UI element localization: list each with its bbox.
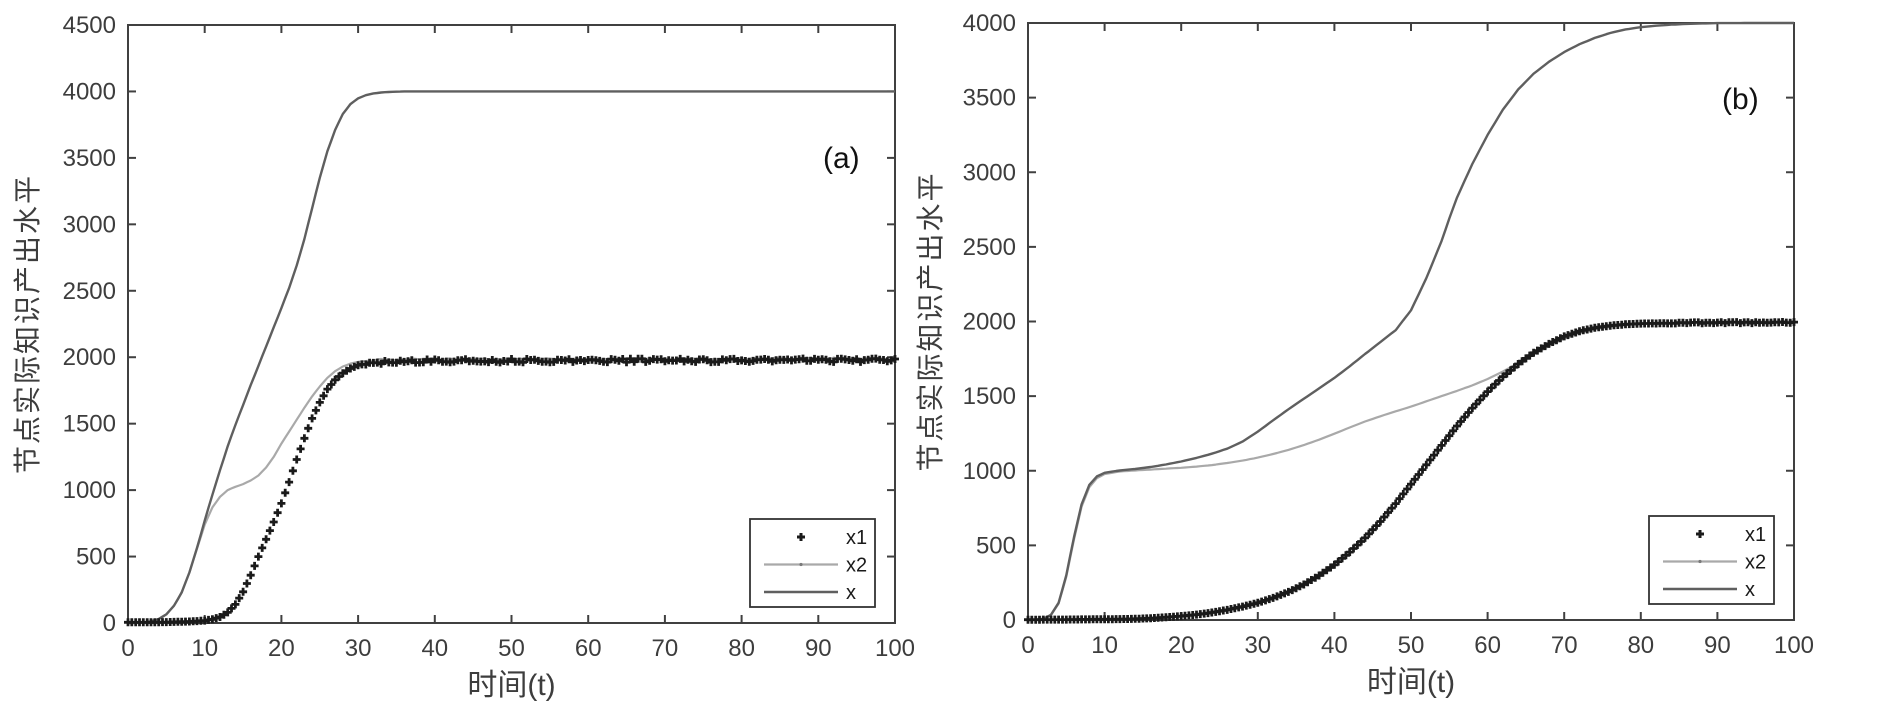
- x-tick-label: 100: [1774, 632, 1814, 659]
- y-tick-label: 500: [76, 544, 116, 571]
- plus-marker-path: [124, 354, 899, 627]
- legend-entry-label: x2: [846, 555, 867, 577]
- y-tick-label: 0: [103, 610, 116, 637]
- y-tick-label: 2500: [963, 234, 1016, 261]
- legend-plus-marker-sample: [797, 533, 805, 541]
- series-x1-markers: [124, 354, 899, 627]
- y-tick-label: 4000: [63, 78, 116, 105]
- legend-entry-label: x1: [846, 527, 867, 549]
- x-tick-label: 10: [191, 635, 218, 662]
- x-tick-label: 40: [421, 635, 448, 662]
- x-tick-label: 80: [1627, 632, 1654, 659]
- y-tick-label: 500: [976, 532, 1016, 559]
- x-tick-label: 0: [1021, 632, 1034, 659]
- y-tick-label: 2500: [63, 278, 116, 305]
- x-tick-label: 20: [1168, 632, 1195, 659]
- legend-dot-marker: [799, 562, 803, 567]
- x-tick-label: 90: [1704, 632, 1731, 659]
- legend-entry-label: x1: [1745, 524, 1766, 546]
- legend-entry-label: x: [846, 582, 856, 604]
- plus-marker-path: [1024, 318, 1798, 624]
- y-tick-label: 4000: [963, 10, 1016, 37]
- x-tick-label: 0: [121, 635, 134, 662]
- legend-entry-label: x2: [1745, 552, 1766, 574]
- legend-dot-marker: [1698, 559, 1702, 564]
- x-tick-label: 80: [728, 635, 755, 662]
- x-tick-label: 30: [1244, 632, 1271, 659]
- x-tick-label: 20: [268, 635, 295, 662]
- series-x-line: [127, 90, 895, 625]
- x-tick-label: 60: [575, 635, 602, 662]
- y-tick-label: 0: [1003, 607, 1016, 634]
- legend-entry-label: x: [1745, 579, 1755, 601]
- chart-panel-a: 0 10 20 30 40 50 60 70 80 90 100050010001500200025…: [12, 12, 915, 702]
- legend: x1 x2 x: [749, 518, 876, 608]
- x-tick-label: 50: [1398, 632, 1425, 659]
- y-tick-label: 4500: [63, 12, 116, 39]
- x-tick-label: 60: [1474, 632, 1501, 659]
- y-tick-label: 1000: [63, 477, 116, 504]
- y-tick-label: 3500: [963, 85, 1016, 112]
- y-tick-label: 1500: [963, 383, 1016, 410]
- x-axis-label: 时间(t): [467, 669, 555, 702]
- series-x1-markers: [1024, 318, 1798, 624]
- y-tick-label: 2000: [963, 309, 1016, 336]
- panel-label: (a): [823, 142, 860, 175]
- y-tick-label: 3000: [963, 159, 1016, 186]
- x-tick-label: 70: [652, 635, 679, 662]
- legend-plus-marker-sample: [1696, 530, 1704, 538]
- y-tick-label: 3500: [63, 145, 116, 172]
- y-axis-label: 节点实际知识产出水平: [12, 174, 43, 474]
- y-tick-label: 3000: [63, 211, 116, 238]
- x-tick-label: 30: [345, 635, 372, 662]
- legend: x1 x2 x: [1648, 515, 1775, 605]
- series-x-line: [1027, 21, 1794, 622]
- x-tick-label: 90: [805, 635, 832, 662]
- x-tick-label: 100: [875, 635, 915, 662]
- x-tick-label: 10: [1091, 632, 1118, 659]
- x-tick-label: 70: [1551, 632, 1578, 659]
- panel-label: (b): [1722, 83, 1759, 116]
- y-tick-label: 1000: [963, 458, 1016, 485]
- x-tick-label: 40: [1321, 632, 1348, 659]
- y-tick-label: 1500: [63, 411, 116, 438]
- x-tick-label: 50: [498, 635, 525, 662]
- y-tick-label: 2000: [63, 344, 116, 371]
- y-axis-label: 节点实际知识产出水平: [915, 171, 946, 471]
- x-axis-label: 时间(t): [1367, 666, 1455, 699]
- chart-panel-b: 0 10 20 30 40 50 60 70 80 90 100050010001500200025…: [915, 10, 1814, 699]
